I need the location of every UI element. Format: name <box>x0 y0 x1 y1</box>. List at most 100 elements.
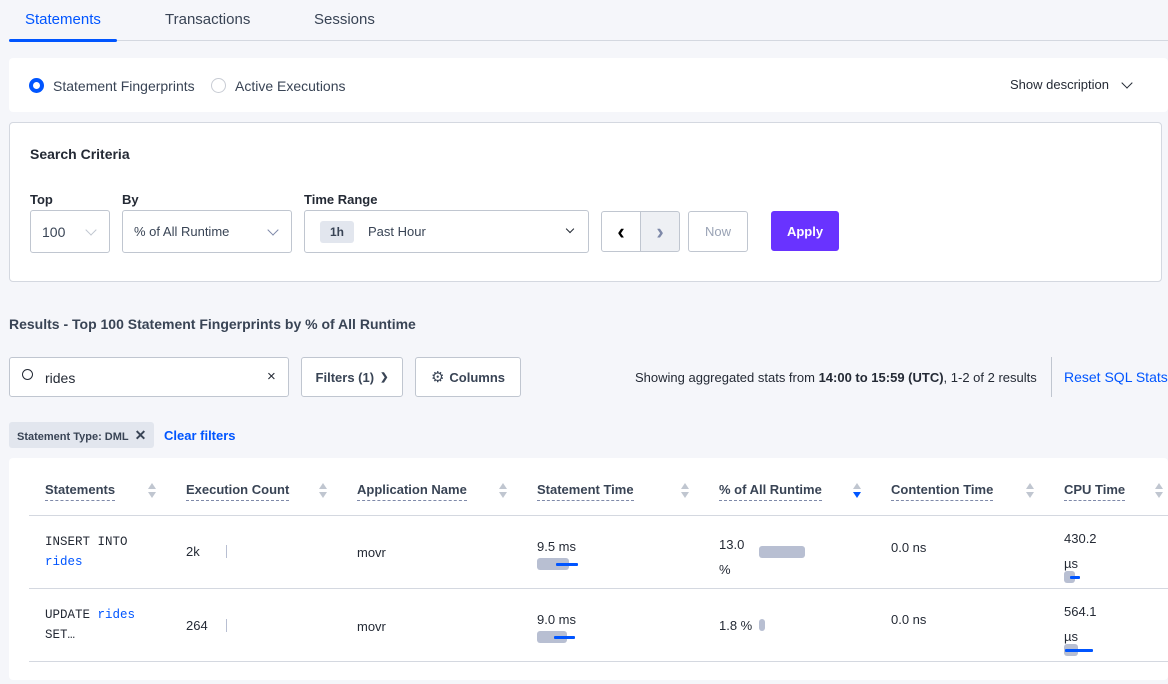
by-label: By <box>122 192 139 207</box>
results-summary: Showing aggregated stats from 14:00 to 1… <box>635 370 1037 385</box>
tab-statements[interactable]: Statements <box>25 11 101 28</box>
header-cpu-time[interactable]: CPU Time <box>1064 482 1126 501</box>
execution-count-bar <box>226 545 227 558</box>
contention-time: 0.0 ns <box>891 540 927 555</box>
summary-prefix: Showing aggregated stats from <box>635 370 819 385</box>
radio-active-executions[interactable] <box>211 78 226 93</box>
by-value: % of All Runtime <box>134 224 230 239</box>
cpu-unit: µs <box>1064 556 1078 571</box>
sort-icon[interactable] <box>1026 483 1034 499</box>
statement-time: 9.0 ms <box>537 612 577 627</box>
chevron-down-icon: ❯ <box>380 371 389 383</box>
now-button[interactable]: Now <box>688 211 748 252</box>
row-divider <box>29 588 1168 589</box>
time-range-select[interactable]: 1h Past Hour <box>304 210 589 253</box>
tab-transactions[interactable]: Transactions <box>165 11 251 28</box>
chevron-down-icon <box>565 224 575 234</box>
results-title: Results - Top 100 Statement Fingerprints… <box>9 316 416 332</box>
sort-icon[interactable] <box>1155 483 1163 499</box>
time-range-label: Time Range <box>304 192 378 207</box>
by-select[interactable]: % of All Runtime <box>122 210 292 253</box>
statement-link[interactable]: rides <box>45 555 83 569</box>
apply-button[interactable]: Apply <box>771 211 839 251</box>
statements-table <box>9 458 1168 680</box>
radio-statement-fingerprints[interactable] <box>29 78 44 93</box>
header-statement-time[interactable]: Statement Time <box>537 482 634 501</box>
cpu-time: 564.1 µs <box>1064 599 1097 649</box>
pct-runtime: 1.8 % <box>719 618 753 633</box>
filters-button[interactable]: Filters (1) ❯ <box>301 357 403 397</box>
execution-count-bar <box>226 619 227 632</box>
header-divider <box>29 515 1168 516</box>
search-input[interactable]: rides × <box>9 357 289 397</box>
statement-link[interactable]: rides <box>97 608 136 622</box>
header-pct-runtime[interactable]: % of All Runtime <box>719 482 822 501</box>
application-name: movr <box>357 545 386 560</box>
next-time-button[interactable]: › <box>640 211 680 252</box>
application-name: movr <box>357 619 386 634</box>
top-select[interactable]: 100 <box>30 210 110 253</box>
row-divider <box>29 661 1168 662</box>
header-contention-time[interactable]: Contention Time <box>891 482 994 501</box>
contention-time: 0.0 ns <box>891 612 927 627</box>
clear-search-icon[interactable]: × <box>267 368 276 385</box>
pct-runtime-bar <box>759 546 805 558</box>
summary-range: 14:00 to 15:59 (UTC) <box>818 370 944 385</box>
columns-label: Columns <box>449 369 506 385</box>
tab-sessions[interactable]: Sessions <box>314 11 375 28</box>
active-tab-indicator <box>9 39 117 42</box>
sort-icon[interactable] <box>319 483 327 499</box>
top-value: 100 <box>42 223 66 240</box>
statement-cell[interactable]: UPDATE rides SET… <box>45 605 135 645</box>
statement-text: SET… <box>45 628 76 642</box>
filter-chip-label: Statement Type: DML <box>17 431 129 443</box>
statement-text: INSERT INTO <box>45 535 128 549</box>
execution-count: 2k <box>186 544 200 559</box>
chevron-down-icon <box>1121 77 1133 89</box>
summary-suffix: , 1-2 of 2 results <box>943 370 1037 385</box>
show-description-button[interactable]: Show description <box>1010 77 1109 92</box>
chevron-right-icon: › <box>656 218 664 244</box>
columns-button[interactable]: ⚙ Columns <box>415 357 521 397</box>
statement-cell[interactable]: INSERT INTO rides <box>45 532 128 572</box>
filter-chip: Statement Type: DML ✕ <box>9 422 155 448</box>
divider <box>1051 357 1052 397</box>
cpu-value: 430.2 <box>1064 531 1097 546</box>
time-badge: 1h <box>320 220 355 243</box>
sort-icon[interactable] <box>681 483 689 499</box>
reset-sql-stats-link[interactable]: Reset SQL Stats <box>1064 369 1168 385</box>
time-range-value: Past Hour <box>368 224 426 239</box>
cpu-value: 564.1 <box>1064 604 1097 619</box>
header-execution-count[interactable]: Execution Count <box>186 482 290 501</box>
header-application-name[interactable]: Application Name <box>357 482 467 501</box>
cpu-time-range <box>1065 649 1093 652</box>
statement-text: UPDATE <box>45 608 91 622</box>
radio-label-fingerprints[interactable]: Statement Fingerprints <box>53 78 195 94</box>
header-statements[interactable]: Statements <box>45 482 116 501</box>
previous-time-button[interactable]: ‹ <box>601 211 641 252</box>
cpu-time-bar <box>1064 571 1075 583</box>
clear-filters-link[interactable]: Clear filters <box>164 428 236 443</box>
remove-filter-icon[interactable]: ✕ <box>134 427 147 443</box>
chevron-down-icon <box>267 224 279 236</box>
pct-runtime: 13.0% <box>719 532 744 582</box>
chevron-down-icon <box>85 224 97 236</box>
gear-icon: ⚙ <box>430 369 445 386</box>
search-criteria-panel: Search Criteria Top By Time Range 100 % … <box>9 122 1162 282</box>
statement-time-range <box>554 636 575 639</box>
tab-divider <box>10 40 1168 41</box>
statement-time: 9.5 ms <box>537 539 577 554</box>
pct-runtime-bar <box>759 619 766 631</box>
search-value: rides <box>45 370 76 386</box>
view-toggle-bar: Statement Fingerprints Active Executions… <box>9 58 1168 112</box>
sort-icon[interactable] <box>148 483 156 499</box>
sort-desc-icon[interactable] <box>853 483 861 499</box>
cpu-unit: µs <box>1064 629 1078 644</box>
sort-icon[interactable] <box>499 483 507 499</box>
execution-count: 264 <box>186 618 208 633</box>
top-label: Top <box>30 192 53 207</box>
radio-label-active[interactable]: Active Executions <box>235 78 346 94</box>
search-icon <box>22 369 33 380</box>
search-criteria-title: Search Criteria <box>30 146 130 162</box>
statement-time-range <box>556 563 578 566</box>
